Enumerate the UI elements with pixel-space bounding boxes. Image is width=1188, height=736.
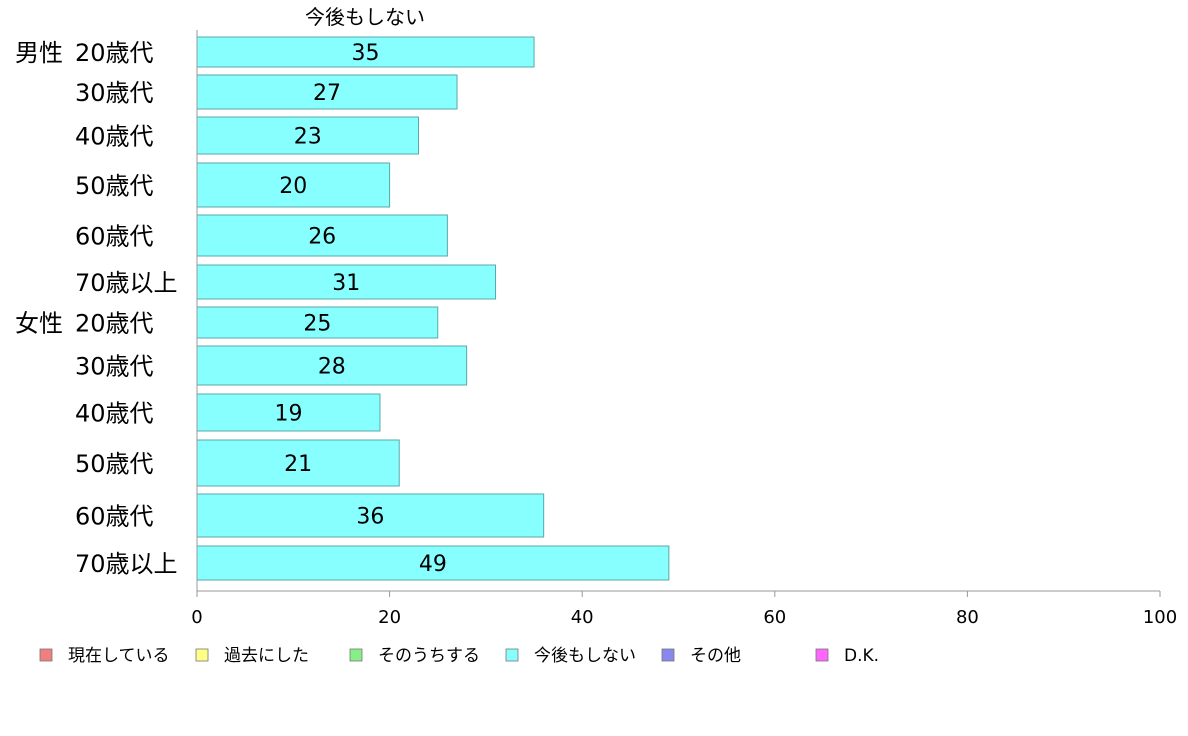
data-label: 31 bbox=[332, 271, 360, 296]
x-tick-label: 20 bbox=[378, 607, 401, 628]
bar bbox=[196, 545, 670, 581]
bar bbox=[196, 306, 439, 339]
x-tick-label: 60 bbox=[763, 607, 786, 628]
data-label: 20 bbox=[279, 174, 307, 199]
data-label: 28 bbox=[318, 355, 346, 380]
group-label: 男性 bbox=[15, 39, 63, 67]
bar bbox=[196, 493, 545, 538]
bar bbox=[196, 162, 391, 208]
series-title: 今後もしない bbox=[305, 5, 425, 29]
category-label: 50歳代 bbox=[75, 172, 154, 200]
legend-label: 今後もしない bbox=[534, 646, 636, 666]
data-label: 36 bbox=[356, 505, 384, 530]
legend-label: そのうちする bbox=[378, 646, 480, 666]
category-label: 70歳以上 bbox=[75, 550, 178, 578]
category-label: 30歳代 bbox=[75, 79, 154, 107]
legend-swatch bbox=[349, 648, 363, 662]
data-label: 19 bbox=[274, 402, 302, 427]
category-label: 20歳代 bbox=[75, 310, 154, 338]
legend-swatch bbox=[39, 648, 53, 662]
x-tick-label: 80 bbox=[956, 607, 979, 628]
x-tick-label: 0 bbox=[191, 607, 202, 628]
bar bbox=[196, 36, 535, 68]
group-label: 女性 bbox=[15, 310, 63, 338]
legend-swatch bbox=[661, 648, 675, 662]
x-tick-label: 100 bbox=[1143, 607, 1177, 628]
legend-label: その他 bbox=[690, 646, 741, 666]
data-label: 21 bbox=[284, 452, 312, 477]
data-label: 35 bbox=[352, 41, 380, 66]
category-label: 20歳代 bbox=[75, 39, 154, 67]
x-axis: 0 20 40 60 80 100 bbox=[191, 30, 1177, 628]
bar bbox=[196, 116, 419, 155]
category-label: 60歳代 bbox=[75, 503, 154, 531]
data-label: 25 bbox=[303, 312, 331, 337]
bar bbox=[196, 214, 448, 257]
category-label: 70歳以上 bbox=[75, 269, 178, 297]
legend-swatch bbox=[815, 648, 829, 662]
legend-swatch bbox=[505, 648, 519, 662]
category-label: 40歳代 bbox=[75, 400, 154, 428]
legend-label: D.K. bbox=[844, 646, 879, 666]
legend: 現在している 過去にした そのうちする 今後もしない その他 D.K. bbox=[39, 646, 879, 666]
data-label: 27 bbox=[313, 81, 341, 106]
legend-swatch bbox=[195, 648, 209, 662]
legend-label: 過去にした bbox=[224, 646, 309, 666]
category-label: 50歳代 bbox=[75, 450, 154, 478]
bars-group: 20歳代 35 30歳代 27 40歳代 23 50歳代 20 60歳代 26 70歳以上 31 20歳… bbox=[15, 36, 670, 581]
data-label: 23 bbox=[294, 125, 322, 150]
category-label: 40歳代 bbox=[75, 123, 154, 151]
legend-label: 現在している bbox=[68, 646, 170, 666]
data-label: 26 bbox=[308, 225, 336, 250]
data-label: 49 bbox=[419, 552, 447, 577]
category-label: 60歳代 bbox=[75, 223, 154, 251]
x-tick-label: 40 bbox=[571, 607, 594, 628]
bar bbox=[196, 439, 400, 487]
bar bbox=[196, 74, 458, 110]
category-label: 30歳代 bbox=[75, 353, 154, 381]
